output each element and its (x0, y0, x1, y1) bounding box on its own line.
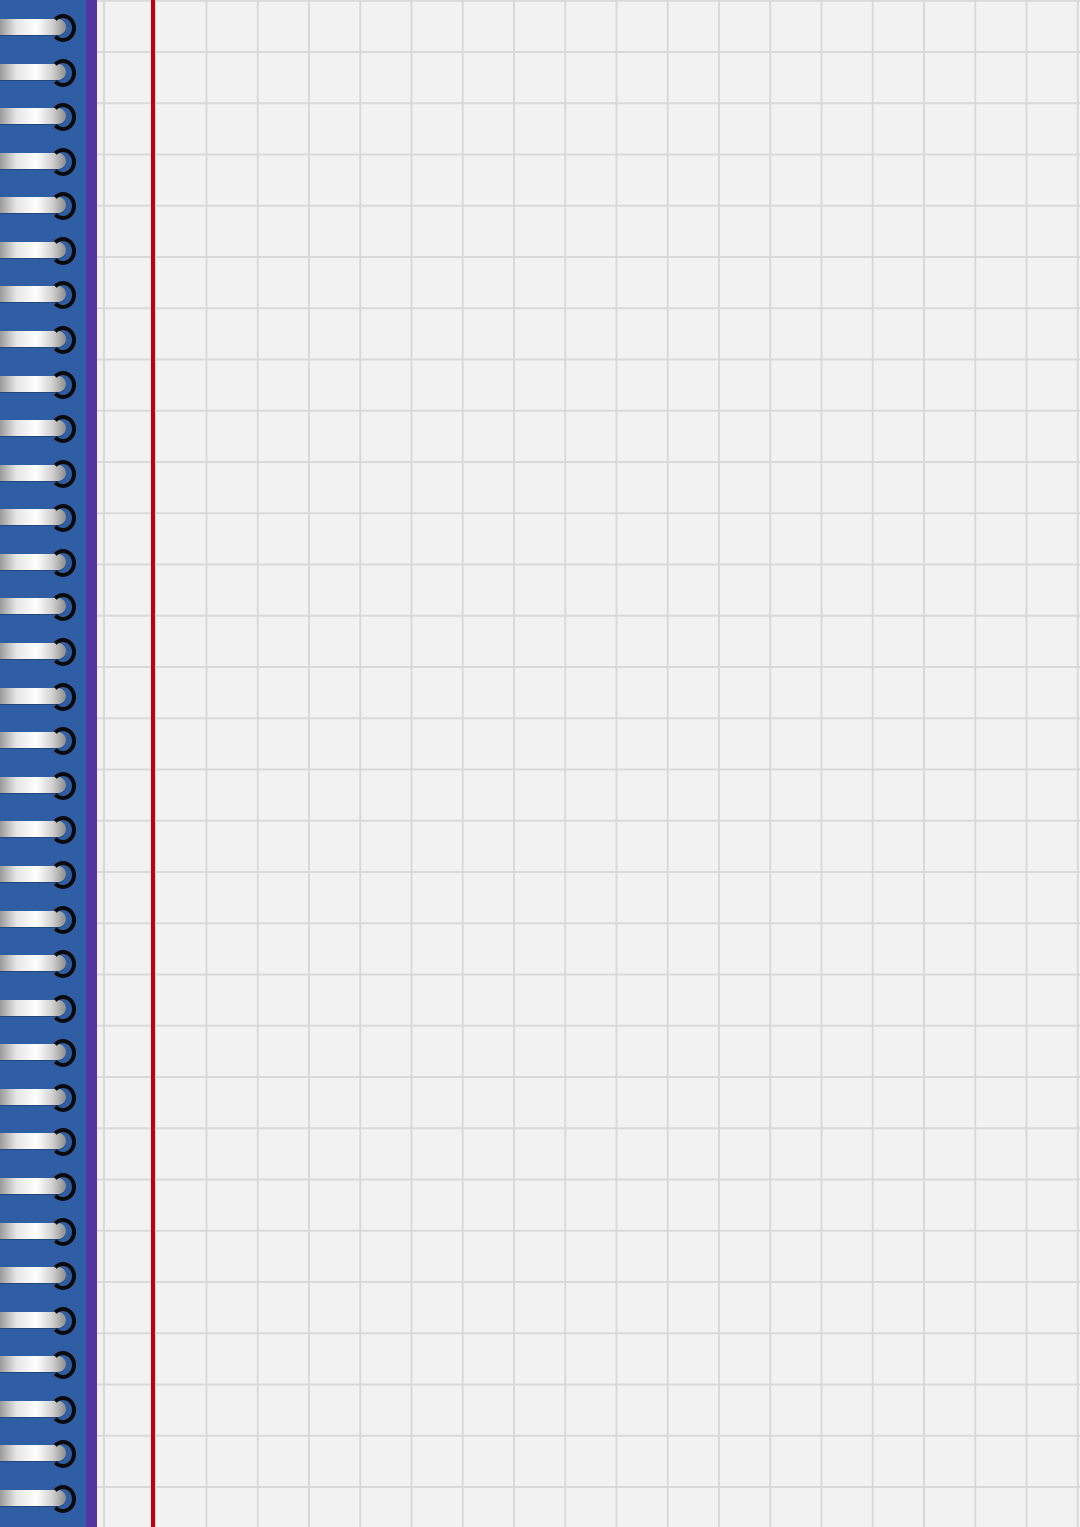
spiral-ring-icon (0, 190, 80, 220)
spiral-ring-icon (0, 57, 80, 87)
spiral-ring-icon (0, 1037, 80, 1067)
spiral-ring-icon (0, 1438, 80, 1468)
spiral-ring-icon (0, 279, 80, 309)
spiral-ring-icon (0, 12, 80, 42)
spiral-ring-icon (0, 993, 80, 1023)
spiral-ring-icon (0, 1216, 80, 1246)
spiral-ring-icon (0, 324, 80, 354)
spiral-ring-icon (0, 146, 80, 176)
spiral-ring-icon (0, 547, 80, 577)
spiral-ring-icon (0, 1082, 80, 1112)
spiral-ring-icon (0, 1394, 80, 1424)
spiral-ring-icon (0, 1171, 80, 1201)
spiral-ring-icon (0, 502, 80, 532)
spiral-ring-icon (0, 1305, 80, 1335)
spiral-ring-icon (0, 1483, 80, 1513)
spiral-ring-icon (0, 1349, 80, 1379)
spiral-ring-icon (0, 1126, 80, 1156)
spiral-ring-icon (0, 1260, 80, 1290)
spiral-ring-icon (0, 904, 80, 934)
spiral-ring-icon (0, 458, 80, 488)
spiral-ring-icon (0, 859, 80, 889)
spiral-ring-icon (0, 814, 80, 844)
spiral-ring-icon (0, 681, 80, 711)
spiral-ring-icon (0, 235, 80, 265)
spiral-ring-icon (0, 591, 80, 621)
spiral-ring-icon (0, 413, 80, 443)
spiral-ring-icon (0, 725, 80, 755)
notebook-spine-edge (86, 0, 97, 1527)
spiral-ring-icon (0, 101, 80, 131)
spiral-binding (0, 0, 90, 1527)
spiral-ring-icon (0, 636, 80, 666)
spiral-ring-icon (0, 369, 80, 399)
spiral-ring-icon (0, 770, 80, 800)
margin-line (151, 0, 155, 1527)
graph-paper (97, 0, 1080, 1527)
spiral-ring-icon (0, 948, 80, 978)
